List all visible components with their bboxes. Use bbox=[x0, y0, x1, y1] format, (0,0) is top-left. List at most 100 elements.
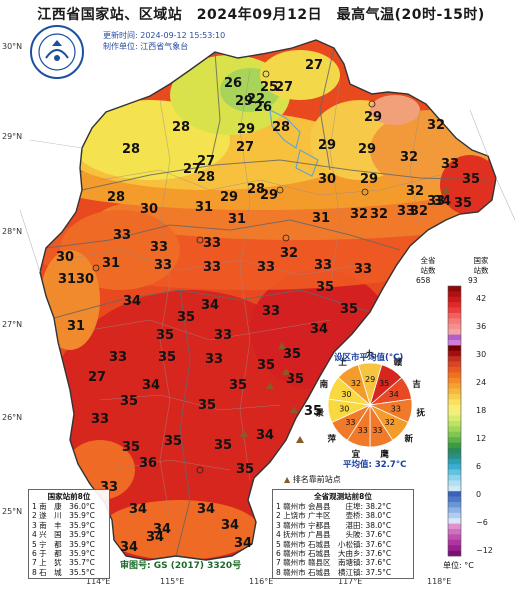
station-temp-label: 28 bbox=[197, 170, 215, 185]
province-top8-title: 全省观测站前8位 bbox=[314, 492, 372, 501]
pie-value: 33 bbox=[358, 426, 368, 435]
station-temp-label: 33 bbox=[203, 260, 221, 275]
district-average-pie: 29 九 35 赣 34 吉 33 抚 32 新 33 鹰 33 宜 33 萍 30 景 30 南 32 上 bbox=[316, 349, 426, 460]
colorbar-segment bbox=[448, 296, 461, 303]
page-title: 江西省国家站、区域站 2024年09月12日 最高气温(20时-15时) bbox=[37, 7, 485, 23]
colorbar-segment bbox=[448, 491, 461, 497]
count-left: 658 bbox=[416, 276, 431, 285]
province-top8-row: 1 赣州市 会昌县 庄埠: 38.2°C bbox=[276, 502, 392, 511]
colorbar-tick: 30 bbox=[476, 350, 486, 359]
station-temp-label: 34 bbox=[234, 536, 252, 551]
station-temp-label: 29 bbox=[364, 110, 382, 125]
pie-caption: 平均值: 32.7°C bbox=[343, 460, 407, 470]
national-top8-title: 国家站前8位 bbox=[47, 492, 91, 501]
station-temp-label: 31 bbox=[195, 200, 213, 215]
colorbar-header-left: 全省 站数 bbox=[420, 256, 436, 275]
pie-value: 29 bbox=[365, 375, 375, 384]
station-temp-label: 35 bbox=[177, 310, 195, 325]
lat-label: 25°N bbox=[2, 507, 22, 516]
lon-label: 117°E bbox=[338, 577, 362, 586]
pie-slice bbox=[337, 364, 371, 407]
station-temp-label: 34 bbox=[129, 502, 147, 517]
top-station-triangles bbox=[240, 186, 450, 443]
station-temp-label: 33 bbox=[109, 350, 127, 365]
colorbar-segment bbox=[448, 388, 461, 395]
station-temp-label: 35 bbox=[316, 280, 334, 295]
colorbar-segment bbox=[448, 421, 461, 427]
national-top8-row: 3 南 丰 35.9°C bbox=[32, 520, 95, 530]
pie-value: 33 bbox=[391, 405, 401, 414]
colorbar-segment bbox=[448, 318, 461, 325]
station-temp-label: 32 bbox=[350, 207, 368, 222]
station-temp-label: 28 bbox=[107, 190, 125, 205]
colorbar-segment bbox=[448, 464, 461, 470]
lon-label: 115°E bbox=[160, 577, 184, 586]
colorbar-segment bbox=[448, 539, 461, 546]
colorbar-segment bbox=[448, 394, 461, 400]
lat-label: 27°N bbox=[2, 320, 22, 329]
pie-city-label: 九 bbox=[365, 349, 375, 360]
station-temp-label: 27 bbox=[305, 58, 323, 73]
station-temp-label: 35 bbox=[198, 398, 216, 413]
pie-value: 35 bbox=[379, 379, 389, 388]
pie-city-label: 南 bbox=[320, 379, 329, 390]
pie-city-label: 宜 bbox=[352, 449, 361, 460]
station-temp-label: 28 bbox=[247, 182, 265, 197]
map-approval-number: 审图号: GS (2017) 3320号 bbox=[120, 561, 242, 571]
colorbar-segment bbox=[448, 469, 461, 476]
province-top8-row: 2 上饶市 广丰区 壶桥: 38.0°C bbox=[276, 511, 392, 521]
station-temp-label: 31 bbox=[58, 272, 76, 287]
station-temp-label: 29 bbox=[260, 188, 278, 203]
lat-label: 28°N bbox=[2, 227, 22, 236]
lon-label: 118°E bbox=[427, 577, 451, 586]
colorbar-segment bbox=[448, 426, 461, 433]
colorbar-segment bbox=[448, 507, 461, 514]
colorbar-segment bbox=[448, 410, 461, 416]
colorbar-segment bbox=[448, 323, 461, 330]
station-temp-label: 31 bbox=[312, 211, 330, 226]
province-top8-row: 4 抚州市 广昌县 头陂: 37.6°C bbox=[276, 530, 392, 540]
colorbar-tick: −12 bbox=[476, 546, 493, 555]
station-temp-label: 35 bbox=[257, 358, 275, 373]
province-top8-row: 5 赣州市 石城县 小松镇: 37.6°C bbox=[276, 539, 392, 549]
count-right: 93 bbox=[468, 276, 478, 285]
pie-city-label: 景 bbox=[316, 407, 325, 418]
colorbar-segment bbox=[448, 329, 461, 335]
pie-value: 30 bbox=[339, 405, 349, 414]
city-boundaries bbox=[45, 47, 491, 557]
station-temp-label: 33 bbox=[314, 258, 332, 273]
colorbar-segment bbox=[448, 475, 461, 481]
station-temp-label: 35 bbox=[229, 378, 247, 393]
station-temp-label: 34 bbox=[256, 428, 274, 443]
colorbar-segment bbox=[448, 340, 461, 346]
colorbar-segment bbox=[448, 442, 461, 449]
station-temp-label: 30 bbox=[76, 272, 94, 287]
station-temp-label: 35 bbox=[214, 438, 232, 453]
station-temp-label: 27 bbox=[88, 370, 106, 385]
colorbar-segment bbox=[448, 307, 461, 314]
station-temp-label: 29 bbox=[358, 142, 376, 157]
lat-label: 30°N bbox=[2, 42, 22, 51]
colorbar-header-right: 国家 站数 bbox=[473, 256, 489, 275]
station-temp-label: 22 bbox=[247, 92, 265, 107]
colorbar-segment bbox=[448, 372, 461, 379]
station-temp-label: 34 bbox=[310, 322, 328, 337]
pie-city-label: 抚 bbox=[416, 407, 425, 418]
colorbar-segment bbox=[448, 286, 461, 292]
colorbar-segment bbox=[448, 313, 461, 319]
national-top8-row: 1 南 康 36.0°C bbox=[32, 502, 95, 511]
station-temp-label: 27 bbox=[275, 80, 293, 95]
station-temp-label: 33 bbox=[257, 260, 275, 275]
station-temp-label: 35 bbox=[164, 434, 182, 449]
station-temp-label: 34 bbox=[201, 298, 219, 313]
station-temp-label: 32 bbox=[410, 204, 428, 219]
colorbar-segment bbox=[448, 534, 461, 541]
pie-city-label: 萍 bbox=[327, 433, 336, 444]
station-temp-label: 34 bbox=[153, 522, 171, 537]
colorbar-segment bbox=[448, 529, 461, 535]
station-temp-label: 34 bbox=[146, 530, 164, 545]
station-temp-label: 32 bbox=[400, 150, 418, 165]
national-top8-row: 4 兴 国 35.9°C bbox=[32, 530, 95, 540]
station-temp-label: 33 bbox=[262, 304, 280, 319]
station-temp-label: 33 bbox=[427, 194, 445, 209]
